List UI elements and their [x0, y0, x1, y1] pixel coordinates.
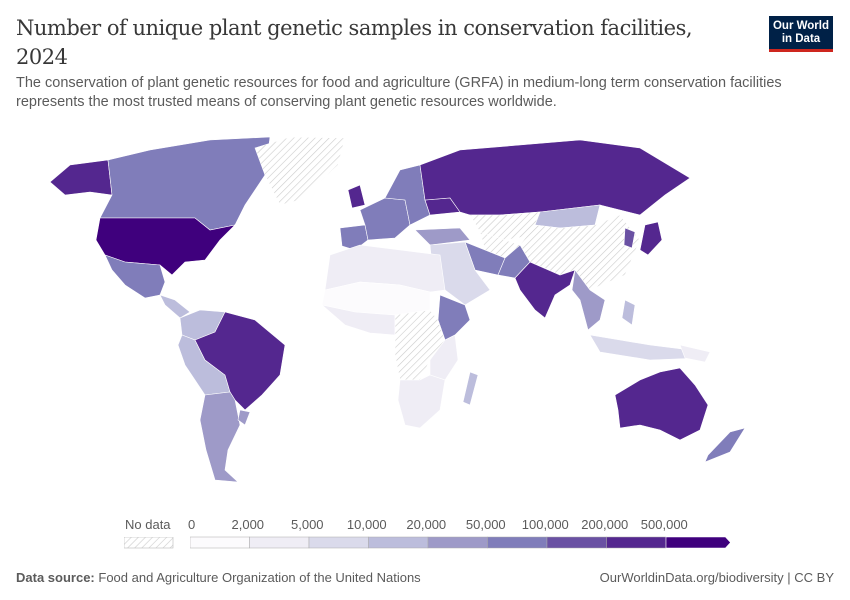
legend-bin-label: 20,000: [406, 517, 447, 532]
legend-bin-swatch: [427, 536, 488, 549]
legend-bin-swatch: [190, 536, 250, 549]
legend-bin-swatch: [546, 536, 607, 549]
legend-bin-label: 200,000: [581, 517, 629, 532]
legend-bin-swatch: [606, 536, 667, 549]
legend-no-data-label: No data: [125, 517, 171, 532]
region-greenland[interactable]: [254, 136, 346, 206]
legend-bin-label: 500,000: [640, 517, 688, 532]
legend-bin-label: 10,000: [346, 517, 387, 532]
source-label: Data source:: [16, 570, 95, 585]
footer-link[interactable]: OurWorldinData.org/biodiversity | CC BY: [599, 570, 834, 585]
region-united-kingdom[interactable]: [347, 184, 366, 209]
region-central-america[interactable]: [159, 294, 191, 319]
legend-bin-swatch: [249, 536, 310, 549]
region-india[interactable]: [514, 261, 576, 319]
legend-bin-swatch: [368, 536, 429, 549]
region-canada[interactable]: [99, 136, 271, 231]
legend-bin-swatch: [665, 536, 730, 549]
region-turkey-caucasus[interactable]: [414, 227, 471, 246]
region-madagascar[interactable]: [462, 371, 479, 406]
chart-title: Number of unique plant genetic samples i…: [16, 16, 693, 69]
region-australia[interactable]: [614, 367, 709, 441]
region-brazil[interactable]: [194, 311, 286, 411]
legend-bin-swatch: [487, 536, 548, 549]
world-map: [49, 136, 746, 483]
legend-no-data-swatch: [124, 537, 174, 549]
legend-bin-label: 2,000: [231, 517, 265, 532]
legend-color-bar: [190, 536, 730, 549]
region-argentina-chile[interactable]: [199, 391, 241, 483]
owid-logo[interactable]: Our World in Data: [769, 16, 833, 52]
legend-bin-swatch: [308, 536, 369, 549]
legend-bin-label: 5,000: [291, 517, 324, 532]
legend-bin-label: 100,000: [521, 517, 569, 532]
region-alaska[interactable]: [49, 159, 113, 196]
region-western-europe[interactable]: [359, 197, 411, 241]
region-papua[interactable]: [679, 344, 711, 363]
region-russia[interactable]: [419, 139, 691, 216]
region-southern-africa[interactable]: [397, 374, 446, 429]
legend-bin-label: 50,000: [465, 517, 506, 532]
source-text: Food and Agriculture Organization of the…: [98, 570, 421, 585]
legend-bin-label: 0: [188, 517, 196, 532]
data-source: Data source: Food and Agriculture Organi…: [16, 570, 421, 585]
region-japan[interactable]: [639, 221, 663, 256]
chart-subtitle: The conservation of plant genetic resour…: [16, 75, 782, 110]
region-southeast-asia[interactable]: [571, 269, 606, 331]
region-uruguay[interactable]: [237, 409, 251, 426]
region-korea[interactable]: [623, 227, 636, 249]
region-new-zealand[interactable]: [704, 427, 746, 463]
region-philippines[interactable]: [621, 299, 636, 326]
